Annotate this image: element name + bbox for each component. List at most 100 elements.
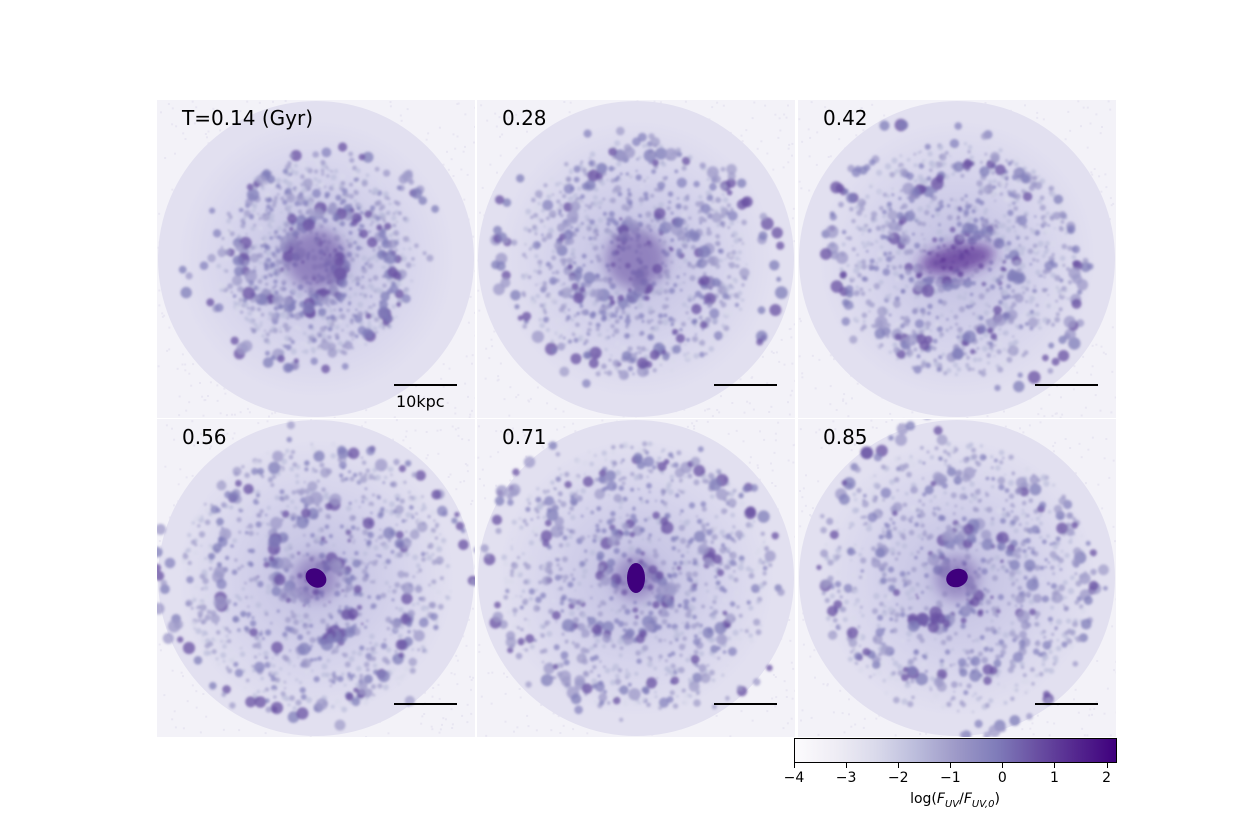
background-speckle	[1080, 125, 1082, 128]
background-speckle	[431, 695, 434, 698]
background-speckle	[503, 398, 506, 401]
background-speckle	[883, 114, 886, 117]
background-speckle	[173, 438, 176, 441]
background-speckle	[495, 430, 498, 433]
background-speckle	[1103, 457, 1106, 460]
background-speckle	[1060, 396, 1062, 399]
background-speckle	[1087, 448, 1090, 451]
background-speckle	[708, 407, 711, 410]
background-speckle	[1052, 450, 1055, 453]
background-speckle	[786, 722, 789, 725]
background-speckle	[1072, 388, 1075, 391]
background-speckle	[248, 411, 251, 414]
background-speckle	[506, 676, 509, 678]
background-speckle	[421, 715, 424, 718]
background-speckle	[536, 386, 539, 389]
background-speckle	[193, 122, 196, 125]
background-speckle	[415, 385, 418, 388]
background-speckle	[1040, 407, 1043, 410]
background-speckle	[794, 535, 795, 538]
background-speckle	[451, 723, 454, 726]
background-speckle	[854, 723, 857, 726]
galaxy-image	[477, 100, 795, 418]
background-speckle	[818, 428, 821, 431]
background-speckle	[875, 427, 878, 429]
colorbar-tick	[794, 763, 795, 768]
background-speckle	[1067, 110, 1070, 113]
background-speckle	[1069, 447, 1072, 449]
galaxy-panel-t085: 0.85	[798, 419, 1116, 737]
background-speckle	[772, 673, 775, 676]
background-speckle	[497, 451, 500, 454]
background-speckle	[771, 469, 774, 472]
background-speckle	[800, 187, 803, 190]
background-speckle	[787, 147, 790, 150]
background-speckle	[420, 722, 423, 725]
background-speckle	[774, 432, 777, 435]
background-speckle	[574, 430, 577, 433]
background-speckle	[193, 444, 196, 447]
background-speckle	[757, 466, 760, 469]
background-speckle	[425, 457, 428, 460]
background-speckle	[201, 395, 204, 398]
background-speckle	[1086, 734, 1089, 737]
background-speckle	[838, 138, 841, 141]
background-speckle	[461, 714, 464, 717]
background-speckle	[191, 420, 194, 423]
background-speckle	[456, 103, 459, 105]
background-speckle	[804, 504, 807, 507]
background-speckle	[157, 365, 160, 368]
background-speckle	[451, 727, 454, 729]
background-speckle	[775, 696, 778, 699]
background-speckle	[365, 409, 368, 412]
background-speckle	[171, 188, 174, 191]
background-speckle	[706, 408, 709, 411]
background-speckle	[572, 422, 575, 425]
background-speckle	[772, 352, 775, 354]
background-speckle	[775, 351, 778, 354]
background-speckle	[802, 618, 805, 621]
background-speckle	[481, 468, 484, 471]
background-speckle	[191, 474, 194, 477]
background-speckle	[185, 476, 188, 479]
background-speckle	[246, 407, 249, 410]
background-speckle	[791, 142, 794, 145]
background-speckle	[470, 712, 473, 715]
background-speckle	[161, 315, 164, 318]
scale-bar	[1035, 703, 1098, 705]
background-speckle	[184, 138, 187, 140]
background-speckle	[272, 100, 274, 103]
background-speckle	[1036, 116, 1039, 119]
background-speckle	[204, 133, 207, 135]
background-speckle	[986, 415, 989, 418]
background-speckle	[468, 416, 471, 418]
background-speckle	[485, 347, 488, 350]
background-speckle	[550, 729, 553, 732]
galaxy-bulge	[627, 563, 645, 593]
background-speckle	[478, 478, 481, 480]
background-speckle	[1109, 218, 1111, 221]
background-speckle	[452, 175, 455, 177]
background-speckle	[528, 400, 531, 403]
background-speckle	[195, 106, 198, 109]
background-speckle	[788, 143, 791, 146]
background-speckle	[474, 270, 475, 273]
background-speckle	[791, 154, 793, 157]
background-speckle	[501, 133, 504, 136]
background-speckle	[601, 419, 604, 422]
background-speckle	[740, 710, 743, 713]
background-speckle	[517, 393, 520, 396]
background-speckle	[1059, 416, 1062, 418]
background-speckle	[774, 485, 777, 487]
background-speckle	[891, 419, 894, 422]
background-speckle	[469, 675, 471, 678]
background-speckle	[527, 725, 530, 728]
background-speckle	[436, 429, 439, 432]
galaxy-panel-t028: 0.28	[477, 100, 795, 418]
background-speckle	[1019, 427, 1021, 430]
background-speckle	[811, 507, 814, 510]
background-speckle	[1109, 108, 1112, 111]
background-speckle	[465, 644, 468, 647]
background-speckle	[499, 154, 502, 157]
background-speckle	[467, 618, 470, 621]
